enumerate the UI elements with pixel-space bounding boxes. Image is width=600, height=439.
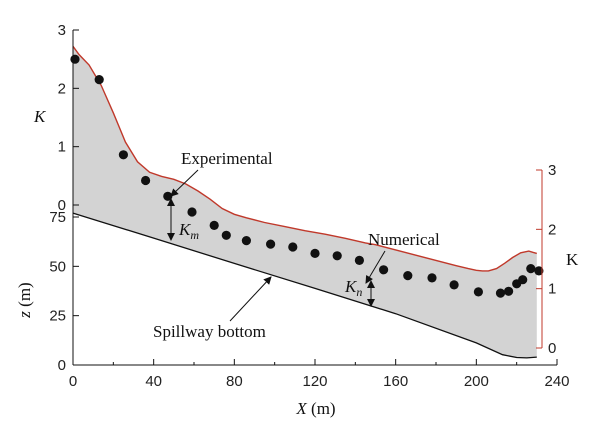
spillway-bottom-label: Spillway bottom xyxy=(153,322,266,341)
k-left-axis-title: K xyxy=(33,107,47,126)
km-label: Km xyxy=(178,220,199,242)
k-right-tick-label: 3 xyxy=(548,162,556,179)
k-left-tick-label: 0 xyxy=(58,197,66,214)
k-right-tick-label: 1 xyxy=(548,281,556,298)
experimental-point xyxy=(449,280,459,290)
experimental-point xyxy=(241,236,251,246)
experimental-points xyxy=(70,54,544,298)
z-axis-title: z (m) xyxy=(15,282,34,318)
k-right-tick-label: 2 xyxy=(548,221,556,238)
x-tick-label: 80 xyxy=(226,373,243,390)
z-tick-label: 0 xyxy=(58,357,66,374)
experimental-point xyxy=(504,286,514,296)
experimental-point xyxy=(526,264,536,274)
x-axis-title: X (m) xyxy=(295,399,335,418)
experimental-point xyxy=(221,230,231,240)
x-tick-label: 160 xyxy=(383,373,408,390)
experimental-point xyxy=(332,251,342,261)
experimental-point xyxy=(495,288,506,298)
experimental-point xyxy=(473,287,483,297)
z-axis: 0 25 50 75 xyxy=(49,205,79,374)
experimental-point xyxy=(118,150,128,160)
experimental-point xyxy=(187,207,197,217)
x-tick-label: 240 xyxy=(544,373,569,390)
experimental-point xyxy=(534,266,544,276)
k-left-tick-label: 3 xyxy=(58,22,66,39)
x-tick-label: 40 xyxy=(145,373,162,390)
experimental-point xyxy=(518,275,528,285)
x-tick-label: 200 xyxy=(464,373,489,390)
x-axis: 0 40 80 120 160 200 240 xyxy=(69,359,570,390)
numerical-pointer xyxy=(365,250,386,284)
experimental-point xyxy=(310,248,320,258)
experimental-point xyxy=(354,255,364,265)
k-right-axis-title: K xyxy=(566,250,579,269)
experimental-point xyxy=(266,239,276,249)
spillway-bottom-pointer xyxy=(229,276,272,322)
k-right-axis: 0 1 2 3 xyxy=(536,162,556,357)
x-tick-label: 0 xyxy=(69,373,77,390)
experimental-point xyxy=(141,175,151,186)
experimental-point xyxy=(403,271,413,281)
x-tick-label: 120 xyxy=(302,373,327,390)
k-left-tick-label: 2 xyxy=(58,80,66,97)
k-left-axis: 0 1 2 3 xyxy=(58,22,79,214)
z-tick-label: 50 xyxy=(49,258,66,275)
kn-label: Kn xyxy=(344,277,362,299)
spillway-bottom-line xyxy=(72,212,537,359)
experimental-point xyxy=(70,54,80,64)
k-left-tick-label: 1 xyxy=(58,139,66,156)
numerical-surface-line xyxy=(72,45,537,272)
experimental-point xyxy=(209,220,219,230)
water-region-fill xyxy=(73,46,537,358)
experimental-label: Experimental xyxy=(181,149,273,168)
experimental-point xyxy=(288,242,298,252)
k-right-tick-label: 0 xyxy=(548,340,556,357)
z-tick-label: 75 xyxy=(49,209,66,226)
numerical-label: Numerical xyxy=(368,230,440,249)
experimental-point xyxy=(427,273,437,283)
z-tick-label: 25 xyxy=(49,308,66,325)
experimental-point xyxy=(94,75,104,85)
experimental-pointer xyxy=(170,169,199,197)
experimental-point xyxy=(379,265,389,275)
